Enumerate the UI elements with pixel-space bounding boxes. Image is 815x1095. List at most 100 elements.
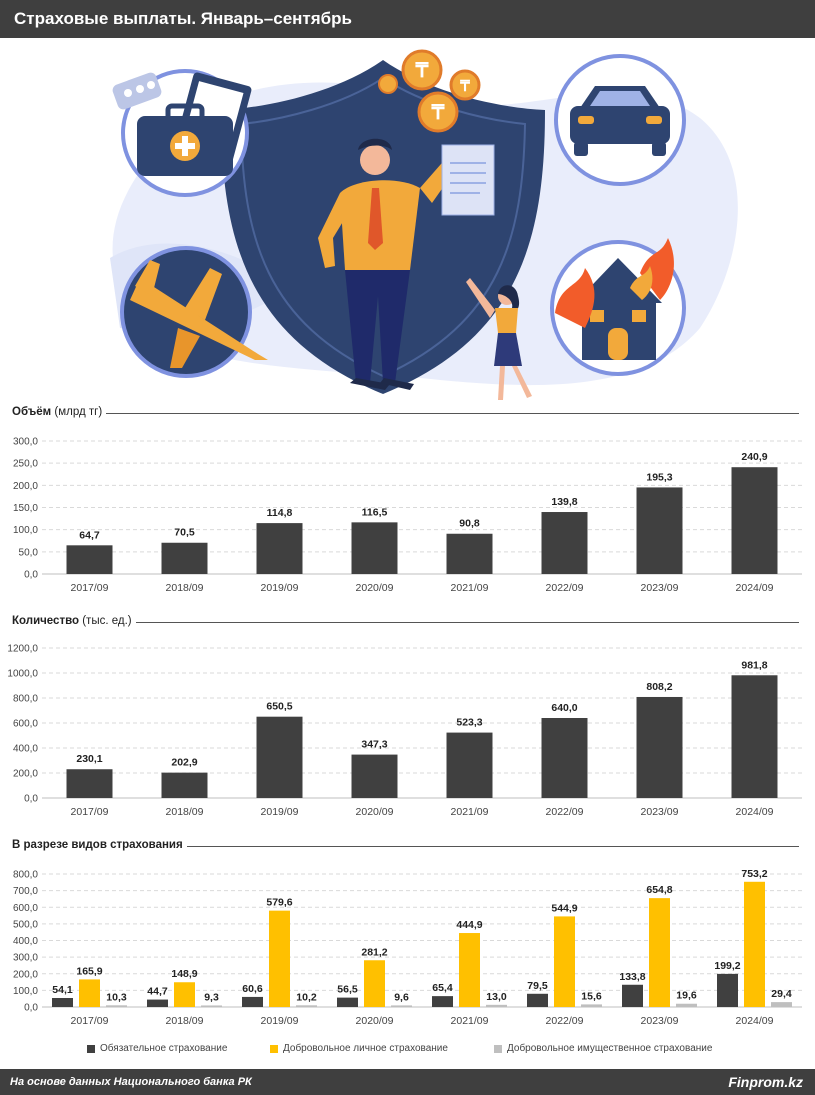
legend-swatch — [494, 1044, 502, 1053]
x-tick-label: 2024/09 — [736, 806, 774, 818]
x-tick-label: 2023/09 — [641, 806, 679, 818]
x-tick-label: 2020/09 — [356, 582, 394, 594]
bar-personal — [269, 910, 290, 1007]
bar-mandatory — [717, 973, 738, 1007]
bar-personal — [459, 933, 480, 1007]
data-label: 79,5 — [527, 980, 548, 992]
bar — [731, 675, 778, 798]
x-tick-label: 2021/09 — [451, 582, 489, 594]
insurance-illustration: ₸ ₸ ₸ — [110, 49, 738, 400]
data-label: 15,6 — [581, 990, 602, 1002]
y-tick-label: 0,0 — [24, 1003, 38, 1014]
data-label: 56,5 — [337, 984, 358, 996]
y-tick-label: 200,0 — [13, 481, 38, 492]
y-tick-label: 1000,0 — [7, 669, 38, 680]
data-label: 70,5 — [174, 527, 195, 539]
y-tick-label: 0,0 — [24, 570, 38, 581]
y-tick-label: 150,0 — [13, 503, 38, 514]
footer-bar: На основе данных Национального банка РК … — [0, 1069, 815, 1095]
bar — [351, 754, 398, 798]
bar-mandatory — [52, 998, 73, 1007]
bar-mandatory — [527, 993, 548, 1007]
tenge-coin-icon: ₸ ₸ ₸ — [378, 49, 481, 133]
x-tick-label: 2022/09 — [546, 806, 584, 818]
data-label: 65,4 — [432, 982, 453, 994]
bar-personal — [744, 881, 765, 1007]
y-tick-label: 0,0 — [24, 794, 38, 805]
quantity-section-title: Количество (тыс. ед.) — [12, 615, 136, 627]
y-tick-label: 250,0 — [13, 459, 38, 470]
volume-section-rule — [12, 413, 799, 414]
bar — [161, 542, 208, 574]
bar-personal — [554, 916, 575, 1007]
bar-property — [106, 1005, 127, 1007]
bar-mandatory — [147, 999, 168, 1007]
x-tick-label: 2020/09 — [356, 1015, 394, 1027]
medical-bag-icon — [137, 103, 233, 176]
data-label: 60,6 — [242, 983, 263, 995]
types-section-rule — [12, 846, 799, 847]
businessman-icon — [318, 138, 495, 390]
bar — [256, 716, 303, 798]
y-tick-label: 200,0 — [13, 769, 38, 780]
bar-property — [771, 1002, 792, 1007]
y-tick-label: 500,0 — [13, 919, 38, 930]
data-label: 347,3 — [361, 739, 387, 751]
data-label: 650,5 — [266, 701, 292, 713]
bar — [66, 769, 113, 798]
legend-item-personal: Добровольное личное страхование — [270, 1043, 448, 1054]
data-label: 523,3 — [456, 717, 482, 729]
data-label: 281,2 — [361, 946, 387, 958]
x-tick-label: 2019/09 — [261, 582, 299, 594]
chart-legend: Обязательное страхование Добровольное ли… — [0, 1043, 815, 1059]
burning-house-icon — [555, 238, 674, 360]
brand-logo: Finprom.kz — [728, 1074, 803, 1090]
car-icon — [570, 86, 670, 156]
x-tick-label: 2017/09 — [71, 582, 109, 594]
header-bar: Страховые выплаты. Январь–сентябрь — [0, 0, 815, 38]
y-tick-label: 400,0 — [13, 744, 38, 755]
bar — [446, 732, 493, 798]
bar — [541, 718, 588, 798]
bar-personal — [364, 960, 385, 1007]
data-label: 44,7 — [147, 986, 168, 998]
x-tick-label: 2021/09 — [451, 806, 489, 818]
y-tick-label: 200,0 — [13, 969, 38, 980]
data-label: 544,9 — [551, 902, 577, 914]
data-label: 116,5 — [362, 506, 388, 518]
x-tick-label: 2018/09 — [166, 1015, 204, 1027]
data-label: 13,0 — [486, 991, 507, 1003]
volume-chart: 0,0 50,0 100,0 150,0 200,0 250,0 300,0 2017/09 2… — [13, 437, 802, 594]
source-note: На основе данных Национального банка РК — [10, 1076, 252, 1088]
bar-property — [201, 1005, 222, 1007]
data-label: 133,8 — [619, 971, 645, 983]
svg-text:₸: ₸ — [431, 102, 445, 124]
data-label: 9,6 — [394, 991, 409, 1003]
y-tick-label: 700,0 — [13, 886, 38, 897]
data-label: 54,1 — [52, 984, 73, 996]
y-tick-label: 100,0 — [13, 986, 38, 997]
data-label: 9,3 — [204, 991, 219, 1003]
data-label: 202,9 — [171, 757, 197, 769]
quantity-section-rule — [12, 622, 799, 623]
y-tick-label: 800,0 — [13, 870, 38, 881]
x-tick-label: 2018/09 — [166, 806, 204, 818]
x-tick-label: 2022/09 — [546, 1015, 584, 1027]
data-label: 29,4 — [771, 988, 792, 1000]
x-tick-label: 2020/09 — [356, 806, 394, 818]
legend-item-property: Добровольное имущественное страхование — [494, 1043, 712, 1054]
data-label: 240,9 — [741, 451, 767, 463]
bar-property — [391, 1005, 412, 1007]
data-label: 90,8 — [459, 518, 480, 530]
bar-property — [296, 1005, 317, 1007]
data-label: 165,9 — [76, 965, 102, 977]
data-label: 753,2 — [741, 868, 767, 880]
data-label: 199,2 — [714, 960, 740, 972]
x-tick-label: 2021/09 — [451, 1015, 489, 1027]
types-section-title: В разрезе видов страхования — [12, 839, 187, 851]
y-tick-label: 300,0 — [13, 953, 38, 964]
businesswoman-icon — [466, 278, 532, 400]
bar — [161, 772, 208, 798]
data-label: 139,8 — [551, 496, 577, 508]
data-label: 654,8 — [646, 884, 672, 896]
